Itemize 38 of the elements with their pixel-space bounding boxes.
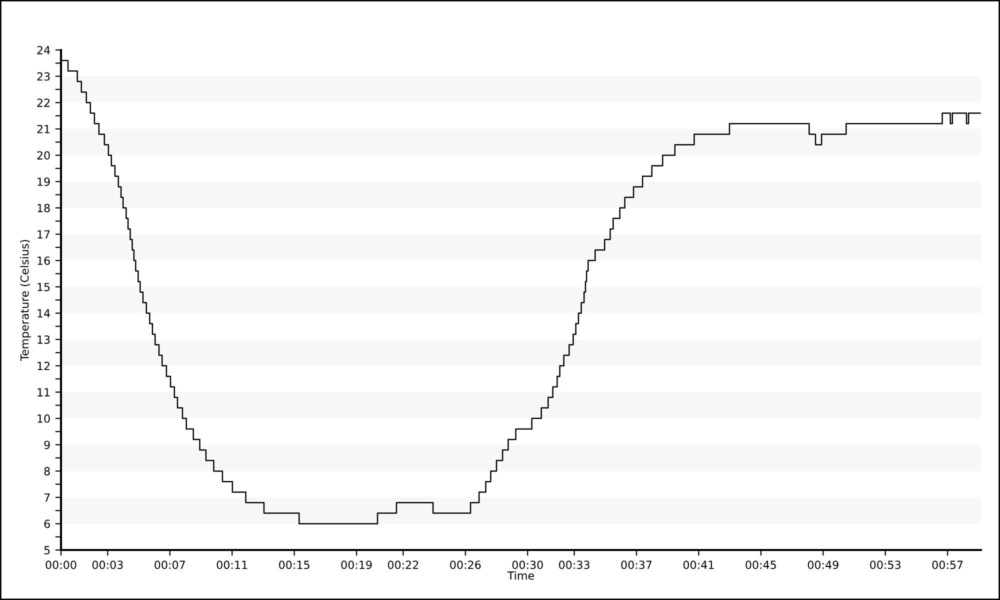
x-tick-label: 00:57: [932, 560, 963, 570]
y-tick-label: 14: [38, 309, 50, 318]
y-tick-label: 21: [37, 124, 50, 134]
x-tick-label: 00:41: [683, 560, 714, 570]
x-tick-label: 00:15: [279, 560, 310, 570]
x-tick-label: 00:53: [870, 560, 900, 570]
y-tick-label: 9: [44, 440, 50, 450]
y-tick-label: 6: [44, 520, 50, 528]
y-tick-label: 17: [38, 230, 50, 238]
y-tick-label: 20: [37, 151, 50, 160]
y-tick-label: 23: [37, 72, 50, 81]
y-tick-label: 11: [38, 388, 50, 396]
x-tick-label: 00:37: [621, 560, 652, 570]
y-tick-label: 24: [37, 46, 50, 54]
y-tick-label: 15: [38, 282, 50, 292]
x-tick-label: 00:00: [46, 560, 76, 570]
y-tick-label: 16: [38, 256, 50, 265]
y-tick-label: 18: [38, 204, 50, 212]
x-tick-label: 00:22: [388, 560, 418, 570]
x-tick-label: 00:30: [512, 560, 543, 570]
x-tick-label: 00:19: [341, 560, 372, 570]
y-tick-label: 13: [38, 335, 50, 344]
y-tick-label: 7: [44, 494, 50, 502]
y-tick-label: 10: [38, 414, 50, 423]
y-tick-label: 12: [38, 362, 50, 370]
y-tick-label: 5: [44, 546, 50, 554]
x-tick-label: 00:03: [92, 560, 123, 570]
y-tick-label: 8: [44, 467, 50, 476]
y-axis-title: Temperature (Celsius): [20, 240, 31, 362]
x-tick-label: 00:26: [450, 560, 481, 570]
x-axis-title: Time: [507, 571, 534, 580]
y-tick-label: 19: [38, 178, 50, 186]
x-tick-label: 00:07: [154, 560, 185, 570]
x-tick-label: 00:11: [216, 560, 248, 570]
x-tick-label: 00:49: [808, 560, 838, 570]
x-tick-label: 00:45: [746, 560, 776, 570]
y-tick-label: 22: [37, 98, 50, 107]
x-tick-label: 00:33: [558, 560, 590, 570]
